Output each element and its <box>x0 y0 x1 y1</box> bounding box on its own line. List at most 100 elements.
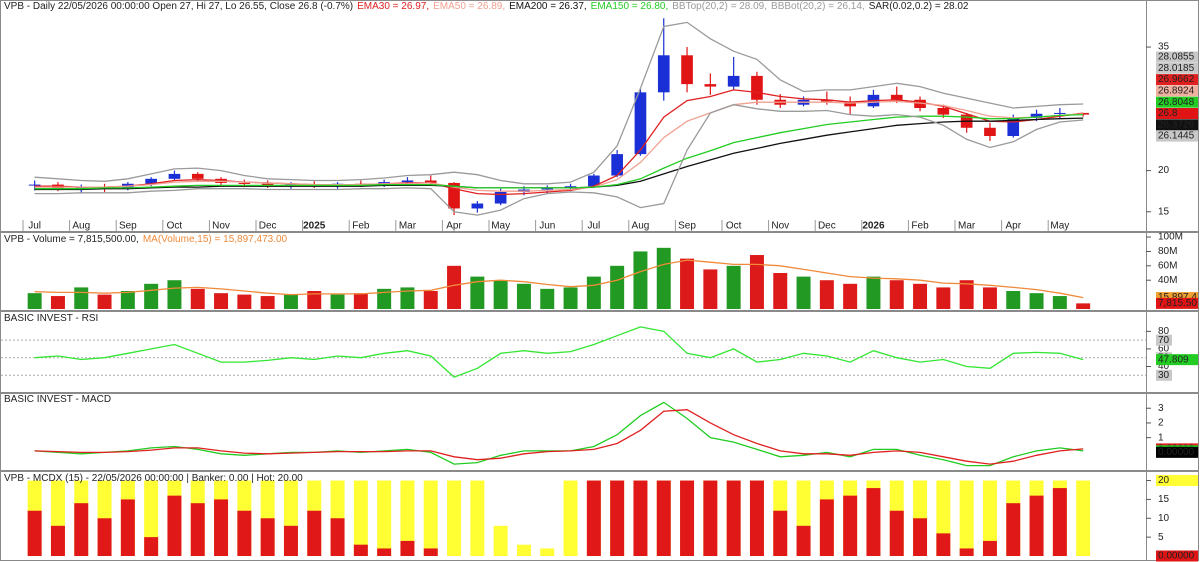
bar <box>1006 503 1021 556</box>
y-tick-label: 40 <box>1158 361 1170 372</box>
bar <box>586 480 601 556</box>
x-tick-label: Dec <box>259 221 277 232</box>
value-box-label: 28.0185 <box>1158 63 1195 74</box>
value-box <box>1156 130 1198 142</box>
candle-body <box>191 173 204 179</box>
legend-entry: EMA200 = 26.37, <box>509 1 587 12</box>
value-box-label: 47.809 <box>1158 354 1189 365</box>
level-box <box>1156 369 1172 381</box>
bar <box>959 280 974 309</box>
x-tick-label: Jun <box>539 221 555 232</box>
bar <box>237 294 252 309</box>
note: SAR(0.02,0.2) = 28.02 <box>869 1 969 12</box>
x-tick-label: Mar <box>399 221 417 232</box>
level-label: 70 <box>1158 335 1170 346</box>
value-box <box>1156 475 1198 487</box>
bar <box>447 480 462 556</box>
candle-body <box>657 55 670 93</box>
value-box <box>1156 62 1198 74</box>
bar <box>400 540 415 556</box>
bar <box>237 510 252 556</box>
bar <box>214 293 229 309</box>
bar <box>260 518 275 556</box>
value-box-label: 26.3726 <box>1158 119 1195 130</box>
bar <box>1052 296 1067 309</box>
value-box <box>1156 119 1198 131</box>
y-tick-label: 15 <box>1158 206 1170 217</box>
legend-entry: MA(Volume,15) = 15,897,473.00 <box>143 234 288 245</box>
candle-body <box>681 55 693 85</box>
pane-title: BASIC INVEST - MACD <box>4 394 111 405</box>
pane-title: VPB - Volume = 7,815,500.00, MA(Volume,15… <box>4 234 288 245</box>
bar <box>610 480 625 556</box>
candle-body <box>984 127 996 136</box>
candle-body <box>145 178 157 184</box>
bar <box>516 544 531 556</box>
x-tick-label: Apr <box>446 221 462 232</box>
bar <box>586 276 601 309</box>
bar <box>656 247 671 309</box>
bar <box>447 265 462 309</box>
x-tick-label: Oct <box>167 221 183 232</box>
title-text: VPB - Daily 22/05/2026 00:00:00 Open 27,… <box>4 1 353 12</box>
bar <box>190 288 205 309</box>
candle-body <box>168 173 181 179</box>
value-box <box>1156 108 1198 119</box>
legend-entry: EMA150 = 26.80, <box>591 1 669 12</box>
bar <box>680 258 695 309</box>
value-box <box>1156 51 1198 63</box>
bar <box>330 518 345 556</box>
candle-body <box>727 75 740 87</box>
bar <box>866 488 881 556</box>
candle-body <box>1054 112 1066 114</box>
bar <box>819 280 834 309</box>
y-tick-label: 80M <box>1158 246 1177 257</box>
x-tick-label: Apr <box>1005 221 1021 232</box>
value-box-label: 0.00000 <box>1158 551 1195 562</box>
bar <box>377 288 392 309</box>
value-box-label: 15,897.4 <box>1158 292 1197 303</box>
indicator-line <box>34 409 1084 465</box>
pane-title: BASIC INVEST - RSI <box>4 313 98 324</box>
bar <box>27 510 42 556</box>
bar <box>610 265 625 309</box>
bar <box>190 503 205 556</box>
candle-body <box>75 187 88 189</box>
candle-body <box>588 175 600 187</box>
bar <box>353 480 368 556</box>
bar <box>493 525 508 556</box>
bar <box>423 480 438 556</box>
candle-body <box>634 92 647 155</box>
x-tick-label: Mar <box>958 221 976 232</box>
bar <box>97 518 112 556</box>
pane-title: VPB - MCDX (15) - 22/05/2026 00:00:00 | … <box>4 473 303 484</box>
bar <box>982 540 997 556</box>
bar <box>353 293 368 309</box>
bar <box>959 480 974 556</box>
bar <box>773 273 788 309</box>
candle-body <box>28 184 41 186</box>
bar <box>633 480 648 556</box>
bar <box>936 533 951 556</box>
legend-entry: EMA30 = 26.97, <box>357 1 429 12</box>
bar <box>74 503 89 556</box>
legend-entry: BBTop(20,2) = 28.09, <box>672 1 767 12</box>
bar <box>819 499 834 556</box>
x-tick-label: Jul <box>28 221 41 232</box>
level-label: 30 <box>1158 370 1170 381</box>
bar <box>400 287 415 309</box>
value-box <box>1156 550 1198 562</box>
legend-entry: EMA50 = 26.89, <box>433 1 505 12</box>
bar <box>680 480 695 556</box>
indicator-line <box>34 113 1084 190</box>
bar <box>913 283 928 309</box>
x-tick-label: Oct <box>726 221 742 232</box>
bar <box>540 288 555 309</box>
y-tick-label: 40M <box>1158 275 1177 286</box>
pane-title: VPB - Daily 22/05/2026 00:00:00 Open 27,… <box>4 1 969 12</box>
x-tick-label: Jul <box>587 221 600 232</box>
bar <box>516 283 531 309</box>
axis-frame <box>1146 311 1199 393</box>
value-box <box>1156 354 1198 366</box>
